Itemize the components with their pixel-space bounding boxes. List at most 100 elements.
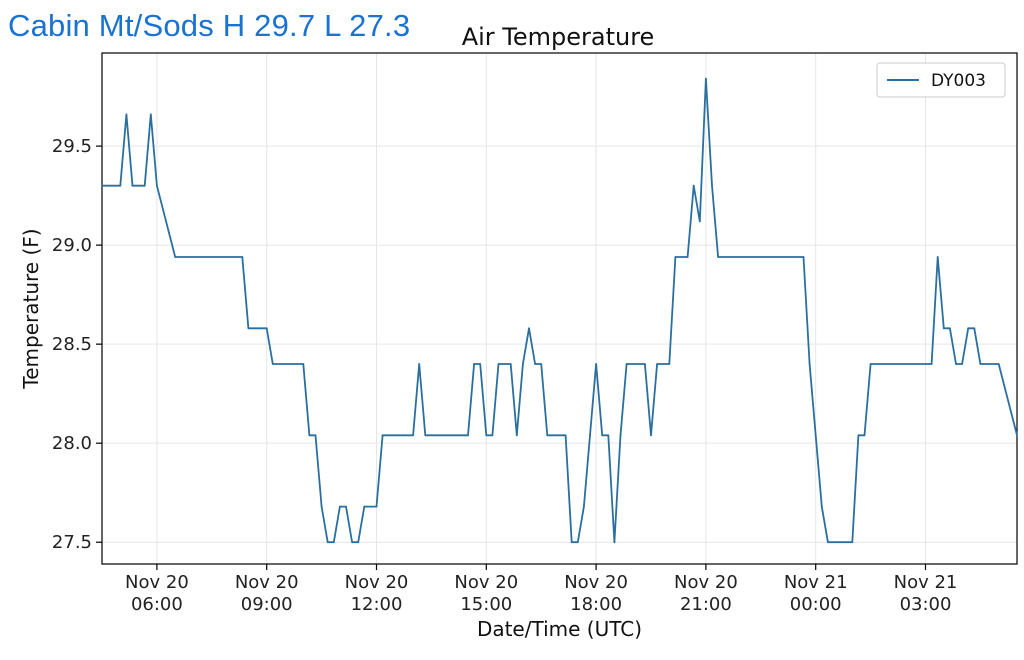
data-point	[625, 363, 628, 365]
data-point	[576, 541, 579, 544]
data-point	[973, 327, 976, 330]
x-tick-label-date: Nov 20	[235, 572, 299, 593]
series-line-dy003	[102, 77, 1018, 544]
data-point	[119, 184, 122, 187]
station-header: Cabin Mt/Sods H 29.7 L 27.3	[8, 8, 411, 43]
x-tick-label-date: Nov 21	[784, 572, 848, 593]
data-point	[241, 256, 244, 258]
data-point	[997, 363, 1000, 365]
data-point	[540, 363, 543, 365]
data-point	[820, 505, 823, 508]
data-point	[522, 363, 524, 365]
data-point	[143, 184, 146, 187]
data-point	[491, 434, 494, 437]
y-tick-label: 27.5	[52, 532, 92, 553]
x-tick-label-time: 09:00	[241, 594, 293, 615]
data-point	[564, 434, 567, 437]
data-point	[979, 363, 982, 365]
x-axis-label: Date/Time (UTC)	[477, 617, 642, 641]
x-tick-label-date: Nov 21	[894, 572, 958, 593]
data-point	[534, 363, 536, 365]
data-point	[375, 505, 378, 508]
x-tick-label-date: Nov 20	[345, 572, 409, 593]
data-point	[711, 184, 713, 187]
y-axis: 27.5 28.0 28.5 29.0 29.5	[52, 136, 102, 553]
data-point	[583, 505, 585, 508]
x-tick-label-date: Nov 20	[564, 572, 628, 593]
data-point	[851, 541, 854, 544]
data-point	[961, 363, 963, 365]
data-point	[125, 113, 128, 116]
data-point	[930, 363, 933, 365]
x-tick-label-date: Nov 20	[125, 572, 189, 593]
data-point	[339, 505, 341, 508]
data-point	[705, 77, 707, 80]
data-point	[265, 327, 268, 330]
data-point	[955, 363, 957, 365]
data-point	[473, 363, 475, 365]
data-point	[271, 363, 274, 365]
data-point	[314, 434, 317, 437]
y-tick-label: 29.5	[52, 136, 92, 157]
data-point	[174, 256, 177, 258]
data-point	[650, 434, 652, 437]
data-point	[949, 327, 951, 330]
data-point	[595, 363, 597, 365]
data-point	[247, 327, 250, 330]
series-layer	[101, 77, 1018, 544]
data-point	[686, 256, 689, 258]
x-tick-label-date: Nov 20	[454, 572, 518, 593]
data-point	[332, 541, 335, 544]
data-point	[808, 363, 811, 365]
legend-box	[876, 62, 1006, 98]
data-point	[802, 256, 805, 258]
chart-title: Air Temperature	[462, 23, 655, 51]
x-tick-label-date: Nov 20	[674, 572, 738, 593]
data-point	[863, 434, 866, 437]
data-point	[589, 434, 591, 437]
data-point	[570, 541, 573, 544]
x-tick-label-time: 18:00	[570, 594, 622, 615]
data-point	[619, 434, 622, 437]
data-point	[967, 327, 970, 330]
data-point	[479, 363, 482, 365]
data-point	[424, 434, 427, 437]
data-point	[674, 256, 677, 258]
y-tick-label: 29.0	[52, 235, 92, 256]
data-point	[607, 434, 610, 437]
data-point	[668, 363, 671, 365]
data-point	[363, 505, 366, 508]
data-point	[131, 184, 134, 187]
x-tick-label-time: 21:00	[680, 594, 732, 615]
data-point	[601, 434, 604, 437]
data-point	[644, 363, 646, 365]
data-point	[467, 434, 469, 437]
x-tick-label-time: 03:00	[900, 594, 952, 615]
data-point	[528, 327, 530, 330]
data-point	[857, 434, 860, 437]
y-tick-label: 28.0	[52, 433, 92, 454]
data-point	[656, 363, 658, 365]
data-point	[692, 184, 695, 187]
data-point	[869, 363, 872, 365]
data-point	[302, 363, 305, 365]
y-tick-label: 28.5	[52, 334, 92, 355]
data-point	[357, 541, 360, 544]
data-point	[351, 541, 353, 544]
data-point	[308, 434, 311, 437]
y-axis-label: Temperature (F)	[19, 228, 43, 389]
data-point	[515, 434, 518, 437]
data-point	[509, 363, 512, 365]
data-point	[485, 434, 488, 437]
grid-lines	[102, 53, 1017, 564]
data-point	[827, 541, 829, 544]
data-point	[698, 220, 701, 223]
data-point	[418, 363, 421, 365]
data-point	[613, 541, 616, 544]
data-point	[149, 113, 152, 116]
data-point	[814, 434, 817, 437]
data-point	[101, 184, 103, 187]
data-point	[717, 256, 719, 258]
